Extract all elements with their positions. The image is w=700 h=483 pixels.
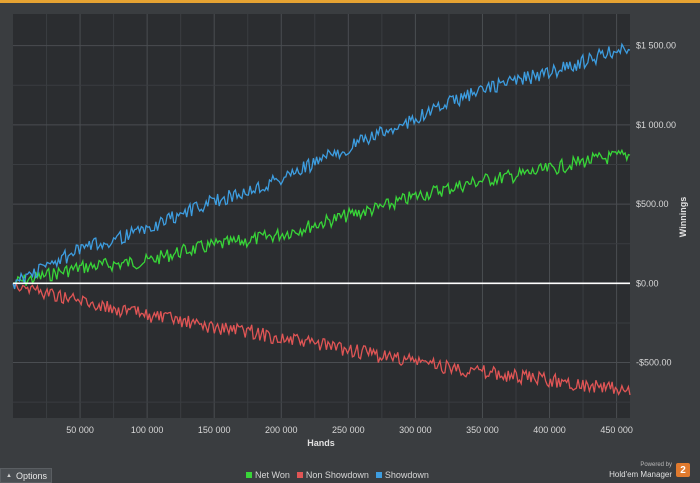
legend-label: Net Won: [255, 470, 290, 480]
y-tick-label: -$500.00: [636, 358, 672, 368]
branding: Powered by Hold'em Manager 2: [609, 461, 690, 479]
y-axis-title: Winnings: [678, 197, 688, 237]
options-label: Options: [15, 470, 47, 481]
plot-area-background: [13, 14, 630, 418]
x-axis-tick-labels: 50 000 100 000 150 000 200 000 250 000 300 00…: [66, 425, 633, 435]
x-axis-title: Hands: [307, 438, 335, 448]
y-tick-label: $500.00: [636, 199, 669, 209]
options-button[interactable]: ▲ Options: [0, 468, 52, 483]
legend-swatch: [296, 472, 303, 478]
x-tick-label: 450 000: [600, 425, 633, 435]
y-tick-label: $1 500.00: [636, 41, 676, 51]
winnings-graph: 50 000 100 000 150 000 200 000 250 000 300 00…: [12, 14, 688, 448]
legend-label: Non Showdown: [305, 470, 369, 480]
x-tick-label: 350 000: [466, 425, 499, 435]
y-axis-tick-labels: -$500.00 $0.00 $500.00 $1 000.00 $1 500.00: [636, 41, 676, 368]
x-tick-label: 50 000: [66, 425, 94, 435]
x-tick-label: 300 000: [399, 425, 432, 435]
product-name: Hold'em Manager: [609, 470, 672, 479]
x-tick-label: 250 000: [332, 425, 365, 435]
legend-item: Non Showdown: [296, 470, 369, 480]
powered-by-text: Powered by: [640, 462, 672, 468]
series-line-non-showdown: [12, 282, 631, 396]
legend-label: Showdown: [384, 470, 429, 480]
x-tick-label: 150 000: [198, 425, 231, 435]
x-tick-label: 200 000: [265, 425, 298, 435]
legend-item: Net Won: [246, 470, 290, 480]
y-tick-label: $1 000.00: [636, 120, 676, 130]
x-tick-label: 400 000: [533, 425, 566, 435]
chart-legend: Net Won Non Showdown Showdown: [246, 468, 429, 482]
window-top-accent-bar: [0, 0, 700, 3]
series-line-net-won: [12, 148, 631, 286]
series-line-showdown: [12, 42, 631, 290]
holdem-manager-logo-icon: 2: [676, 463, 690, 477]
expand-caret-icon: ▲: [6, 472, 12, 479]
legend-swatch: [246, 472, 252, 478]
legend-item: Showdown: [375, 470, 429, 480]
y-tick-label: $0.00: [636, 278, 659, 288]
legend-swatch: [375, 472, 382, 478]
x-tick-label: 100 000: [131, 425, 164, 435]
series-lines: [12, 42, 631, 396]
